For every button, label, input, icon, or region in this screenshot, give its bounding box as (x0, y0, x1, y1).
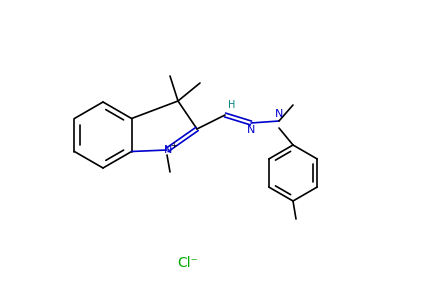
Text: N: N (274, 109, 283, 119)
Text: N: N (246, 125, 255, 135)
Text: +: + (170, 141, 177, 150)
Text: H: H (228, 100, 235, 110)
Text: N: N (163, 145, 172, 155)
Text: Cl⁻: Cl⁻ (177, 256, 197, 269)
